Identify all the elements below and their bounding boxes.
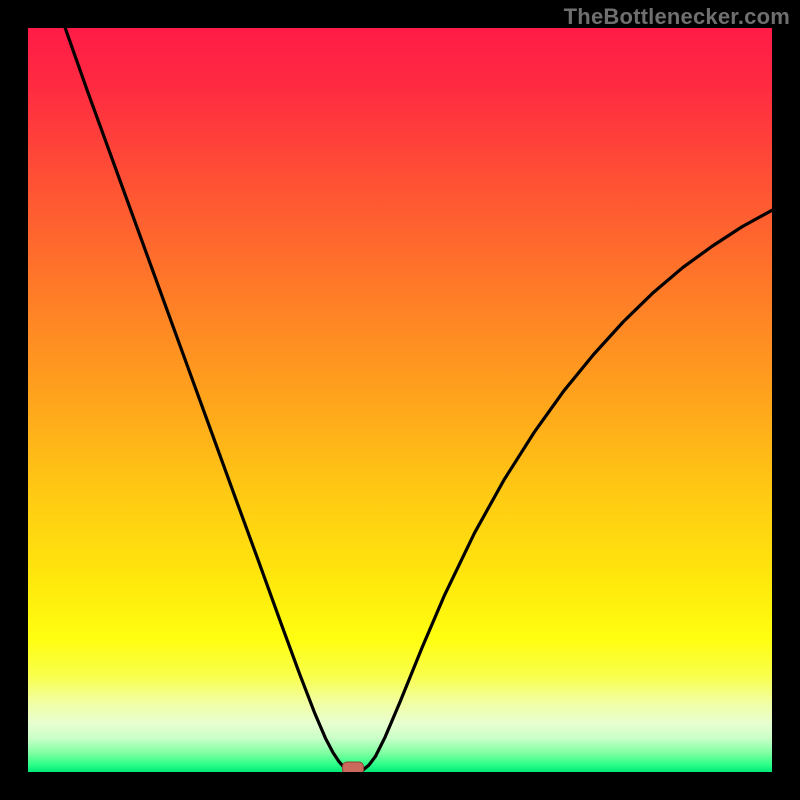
chart-plot-area xyxy=(28,28,772,772)
optimum-marker xyxy=(342,762,364,772)
watermark-text: TheBottlenecker.com xyxy=(564,4,790,30)
bottleneck-curve xyxy=(65,28,772,772)
chart-curve-layer xyxy=(28,28,772,772)
